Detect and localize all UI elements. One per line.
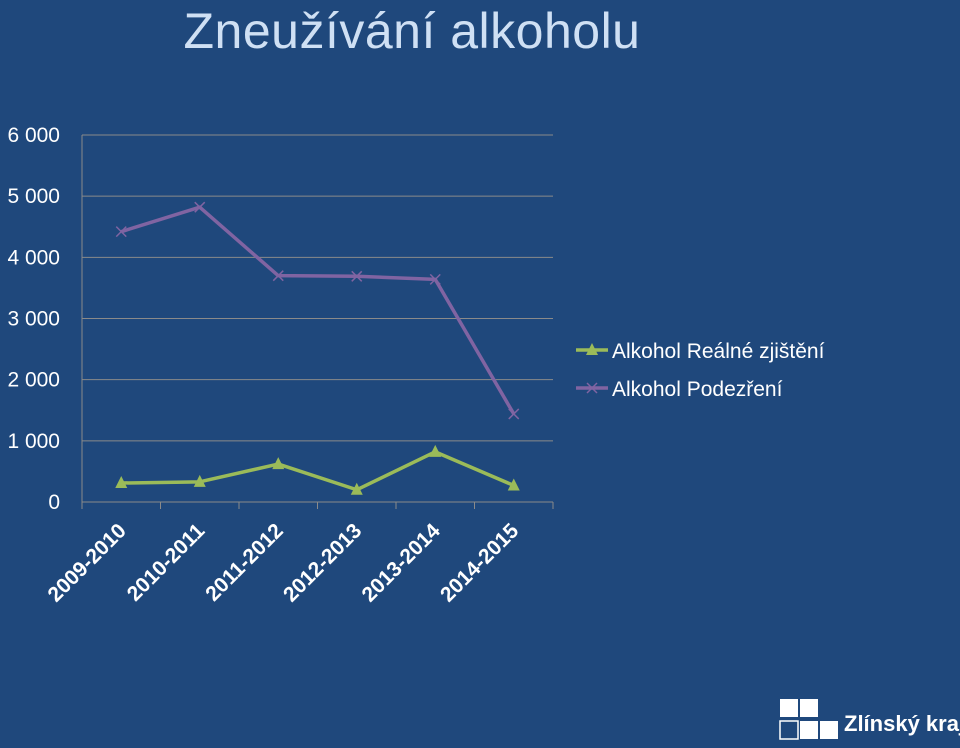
series-line-1	[121, 450, 515, 492]
legend-marker	[586, 382, 598, 394]
x-tick-label: 2011-2012	[201, 519, 287, 605]
data-point	[429, 273, 441, 285]
data-point	[115, 476, 128, 489]
y-tick-label: 1 000	[7, 430, 60, 453]
chart-title: Zneužívání alkoholu	[183, 3, 641, 59]
data-point	[351, 270, 363, 282]
y-tick-label: 6 000	[7, 124, 60, 147]
x-tick-label: 2014-2015	[436, 519, 524, 607]
y-tick-label: 2 000	[7, 369, 60, 392]
data-point	[115, 226, 127, 238]
data-point	[272, 457, 285, 470]
legend-label: Alkohol Podezření	[612, 378, 783, 401]
zlinsky-kraj-logo: Zlínský kraj	[778, 697, 960, 743]
y-tick-label: 5 000	[7, 185, 60, 208]
logo-text: Zlínský kraj	[844, 711, 960, 736]
data-point	[194, 201, 206, 213]
logo-squares-icon	[779, 699, 838, 740]
data-point	[507, 478, 520, 491]
x-tick-label: 2010-2011	[123, 519, 210, 606]
y-tick-label: 4 000	[7, 246, 60, 269]
data-point	[193, 474, 206, 487]
data-point	[429, 444, 442, 457]
x-tick-label: 2012-2013	[279, 519, 366, 606]
x-tick-label: 2009-2010	[44, 519, 131, 606]
y-tick-label: 0	[48, 491, 60, 514]
legend-label: Alkohol Reálné zjištění	[612, 340, 825, 363]
legend-marker	[586, 343, 598, 355]
data-point	[350, 482, 363, 495]
data-point	[272, 270, 284, 282]
data-point	[508, 408, 520, 420]
series-line-2	[120, 205, 516, 415]
y-tick-label: 3 000	[7, 308, 60, 331]
x-tick-label: 2013-2014	[358, 519, 446, 607]
